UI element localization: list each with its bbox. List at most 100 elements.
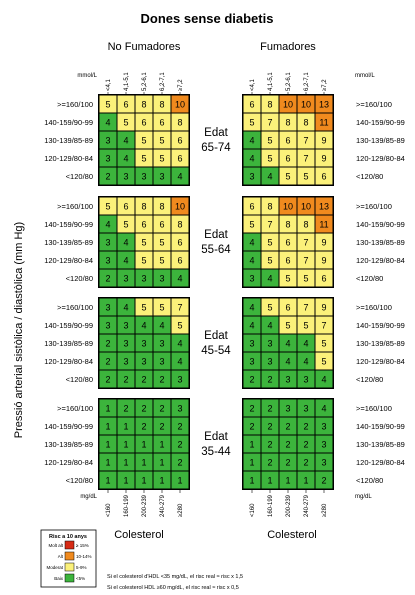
- risk-value: 9: [321, 238, 326, 248]
- risk-cell: [153, 197, 171, 215]
- risk-cell: [279, 435, 297, 453]
- legend-title: Risc a 10 anys: [49, 534, 87, 540]
- risk-value: 11: [319, 118, 328, 128]
- risk-cell: [261, 471, 279, 489]
- risk-cell: [171, 197, 189, 215]
- risk-value: 3: [123, 274, 128, 284]
- risk-value: 4: [141, 321, 146, 331]
- risk-value: 5: [141, 256, 146, 266]
- risk-value: 3: [141, 172, 146, 182]
- risk-value: 2: [285, 440, 290, 450]
- age-label: 55-64: [201, 244, 231, 256]
- risk-cell: [315, 370, 333, 388]
- risk-cell: [117, 334, 135, 352]
- risk-value: 3: [105, 154, 110, 164]
- risk-value: 2: [141, 404, 146, 414]
- risk-cell: [315, 167, 333, 185]
- risk-cell: [243, 435, 261, 453]
- risk-value: 1: [105, 476, 110, 486]
- risk-value: 3: [303, 404, 308, 414]
- risk-value: 5: [159, 238, 164, 248]
- risk-cell: [99, 215, 117, 233]
- risk-cell: [279, 298, 297, 316]
- risk-cell: [171, 251, 189, 269]
- risk-cell: [279, 334, 297, 352]
- risk-value: 3: [123, 321, 128, 331]
- risk-cell: [297, 334, 315, 352]
- risk-value: 4: [105, 118, 110, 128]
- risk-cell: [315, 215, 333, 233]
- risk-value: 4: [285, 339, 290, 349]
- risk-value: 4: [177, 274, 182, 284]
- risk-value: 2: [123, 404, 128, 414]
- risk-cell: [117, 113, 135, 131]
- risk-value: 6: [249, 100, 254, 110]
- risk-cell: [243, 370, 261, 388]
- risk-cell: [297, 269, 315, 287]
- risk-value: 1: [123, 476, 128, 486]
- risk-cell: [99, 269, 117, 287]
- risk-cell: [297, 131, 315, 149]
- risk-value: 7: [177, 303, 182, 313]
- risk-cell: [261, 167, 279, 185]
- risk-cell: [135, 149, 153, 167]
- mgdl-tick-label: 200-239: [286, 494, 292, 517]
- risk-value: 4: [249, 321, 254, 331]
- risk-value: 5: [123, 220, 128, 230]
- risk-cell: [135, 131, 153, 149]
- risk-value: 3: [105, 136, 110, 146]
- risk-value: 5: [105, 202, 110, 212]
- risk-value: 6: [177, 256, 182, 266]
- risk-cell: [117, 215, 135, 233]
- risk-value: 1: [141, 476, 146, 486]
- risk-cell: [279, 95, 297, 113]
- risk-value: 2: [177, 458, 182, 468]
- mgdl-tick-label: ≥280: [178, 503, 184, 517]
- risk-value: 3: [267, 357, 272, 367]
- risk-value: 5: [303, 321, 308, 331]
- risk-value: 4: [303, 357, 308, 367]
- risk-value: 2: [285, 422, 290, 432]
- mgdl-tick-label: 200-239: [142, 494, 148, 517]
- risk-cell: [117, 251, 135, 269]
- mmol-tick-label: 5,2-6,1: [286, 72, 292, 91]
- risk-value: 8: [159, 100, 164, 110]
- bp-row-label-right: 120-129/80-84: [356, 256, 405, 265]
- risk-cell: [315, 95, 333, 113]
- risk-value: 1: [105, 422, 110, 432]
- bp-row-label-left: 120-129/80-84: [44, 256, 93, 265]
- risk-value: 5: [141, 238, 146, 248]
- risk-cell: [297, 453, 315, 471]
- risk-cell: [315, 399, 333, 417]
- age-label: 35-44: [201, 446, 231, 458]
- risk-cell: [171, 435, 189, 453]
- risk-value: 5: [105, 100, 110, 110]
- risk-value: 4: [249, 303, 254, 313]
- risk-value: 4: [267, 172, 272, 182]
- risk-cell: [117, 453, 135, 471]
- risk-value: 1: [159, 458, 164, 468]
- risk-cell: [117, 197, 135, 215]
- risk-value: 10: [175, 202, 185, 212]
- risk-value: 2: [141, 422, 146, 432]
- risk-cell: [315, 435, 333, 453]
- risk-value: 2: [105, 274, 110, 284]
- risk-cell: [153, 251, 171, 269]
- risk-value: 1: [141, 458, 146, 468]
- risk-value: 6: [285, 154, 290, 164]
- risk-cell: [297, 352, 315, 370]
- risk-value: 3: [285, 404, 290, 414]
- risk-value: 5: [159, 303, 164, 313]
- risk-value: 3: [123, 357, 128, 367]
- risk-cell: [297, 95, 315, 113]
- age-label: Edat: [204, 431, 228, 443]
- risk-cell: [153, 131, 171, 149]
- risk-value: 7: [303, 136, 308, 146]
- risk-value: 7: [267, 118, 272, 128]
- risk-cell: [153, 95, 171, 113]
- risk-value: 4: [105, 220, 110, 230]
- risk-value: 3: [159, 339, 164, 349]
- risk-cell: [117, 233, 135, 251]
- risk-cell: [315, 233, 333, 251]
- risk-cell: [135, 298, 153, 316]
